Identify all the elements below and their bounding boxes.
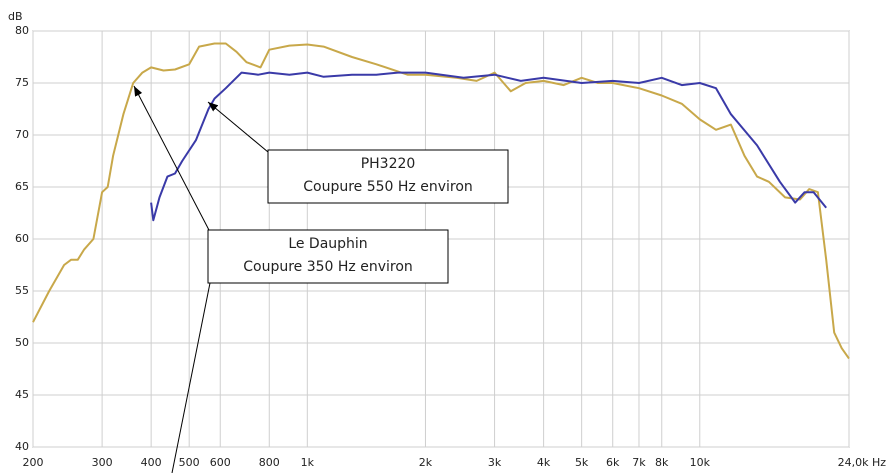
series-line [32,42,850,360]
annotation: PH3220 Coupure 550 Hz environ [207,101,509,204]
x-tick-label: 6k [606,456,620,469]
pointer-line [171,282,211,473]
x-tick-label: 400 [141,456,162,469]
x-tick-label: 8k [655,456,669,469]
y-tick-label: 60 [15,232,29,245]
arrow [207,101,269,153]
x-tick-label: 2k [419,456,433,469]
annotation-text: Coupure 350 Hz environ [243,259,413,275]
x-tick-label: 500 [179,456,200,469]
x-tick-label: 4k [537,456,551,469]
x-tick-label: 200 [23,456,44,469]
x-tick-label: 24,0k Hz [838,456,887,469]
y-tick-label: 65 [15,180,29,193]
y-tick-label: 70 [15,128,29,141]
arrow [133,85,211,233]
x-tick-label: 3k [488,456,502,469]
y-tick-label: 40 [15,440,29,453]
annotation-text: Coupure 550 Hz environ [303,179,473,195]
series-line [150,71,827,222]
x-tick-label: 300 [92,456,113,469]
annotation-text: Le Dauphin [288,236,367,252]
x-tick-label: 1k [301,456,315,469]
y-tick-label: 75 [15,76,29,89]
y-tick-label: 45 [15,388,29,401]
x-tick-label: 5k [575,456,589,469]
x-tick-label: 600 [210,456,231,469]
x-tick-label: 800 [259,456,280,469]
y-tick-label: 80 [15,24,29,37]
x-tick-label: 10k [690,456,711,469]
annotation-box [267,149,509,204]
y-tick-label: 50 [15,336,29,349]
y-tick-label: 55 [15,284,29,297]
lines [32,42,850,360]
grid [32,30,850,448]
y-unit: dB [8,10,23,23]
annotation: Le Dauphin Coupure 350 Hz environ [133,85,449,473]
x-tick-label: 7k [632,456,646,469]
annotation-box [207,229,449,284]
annotation-text: PH3220 [361,156,416,172]
